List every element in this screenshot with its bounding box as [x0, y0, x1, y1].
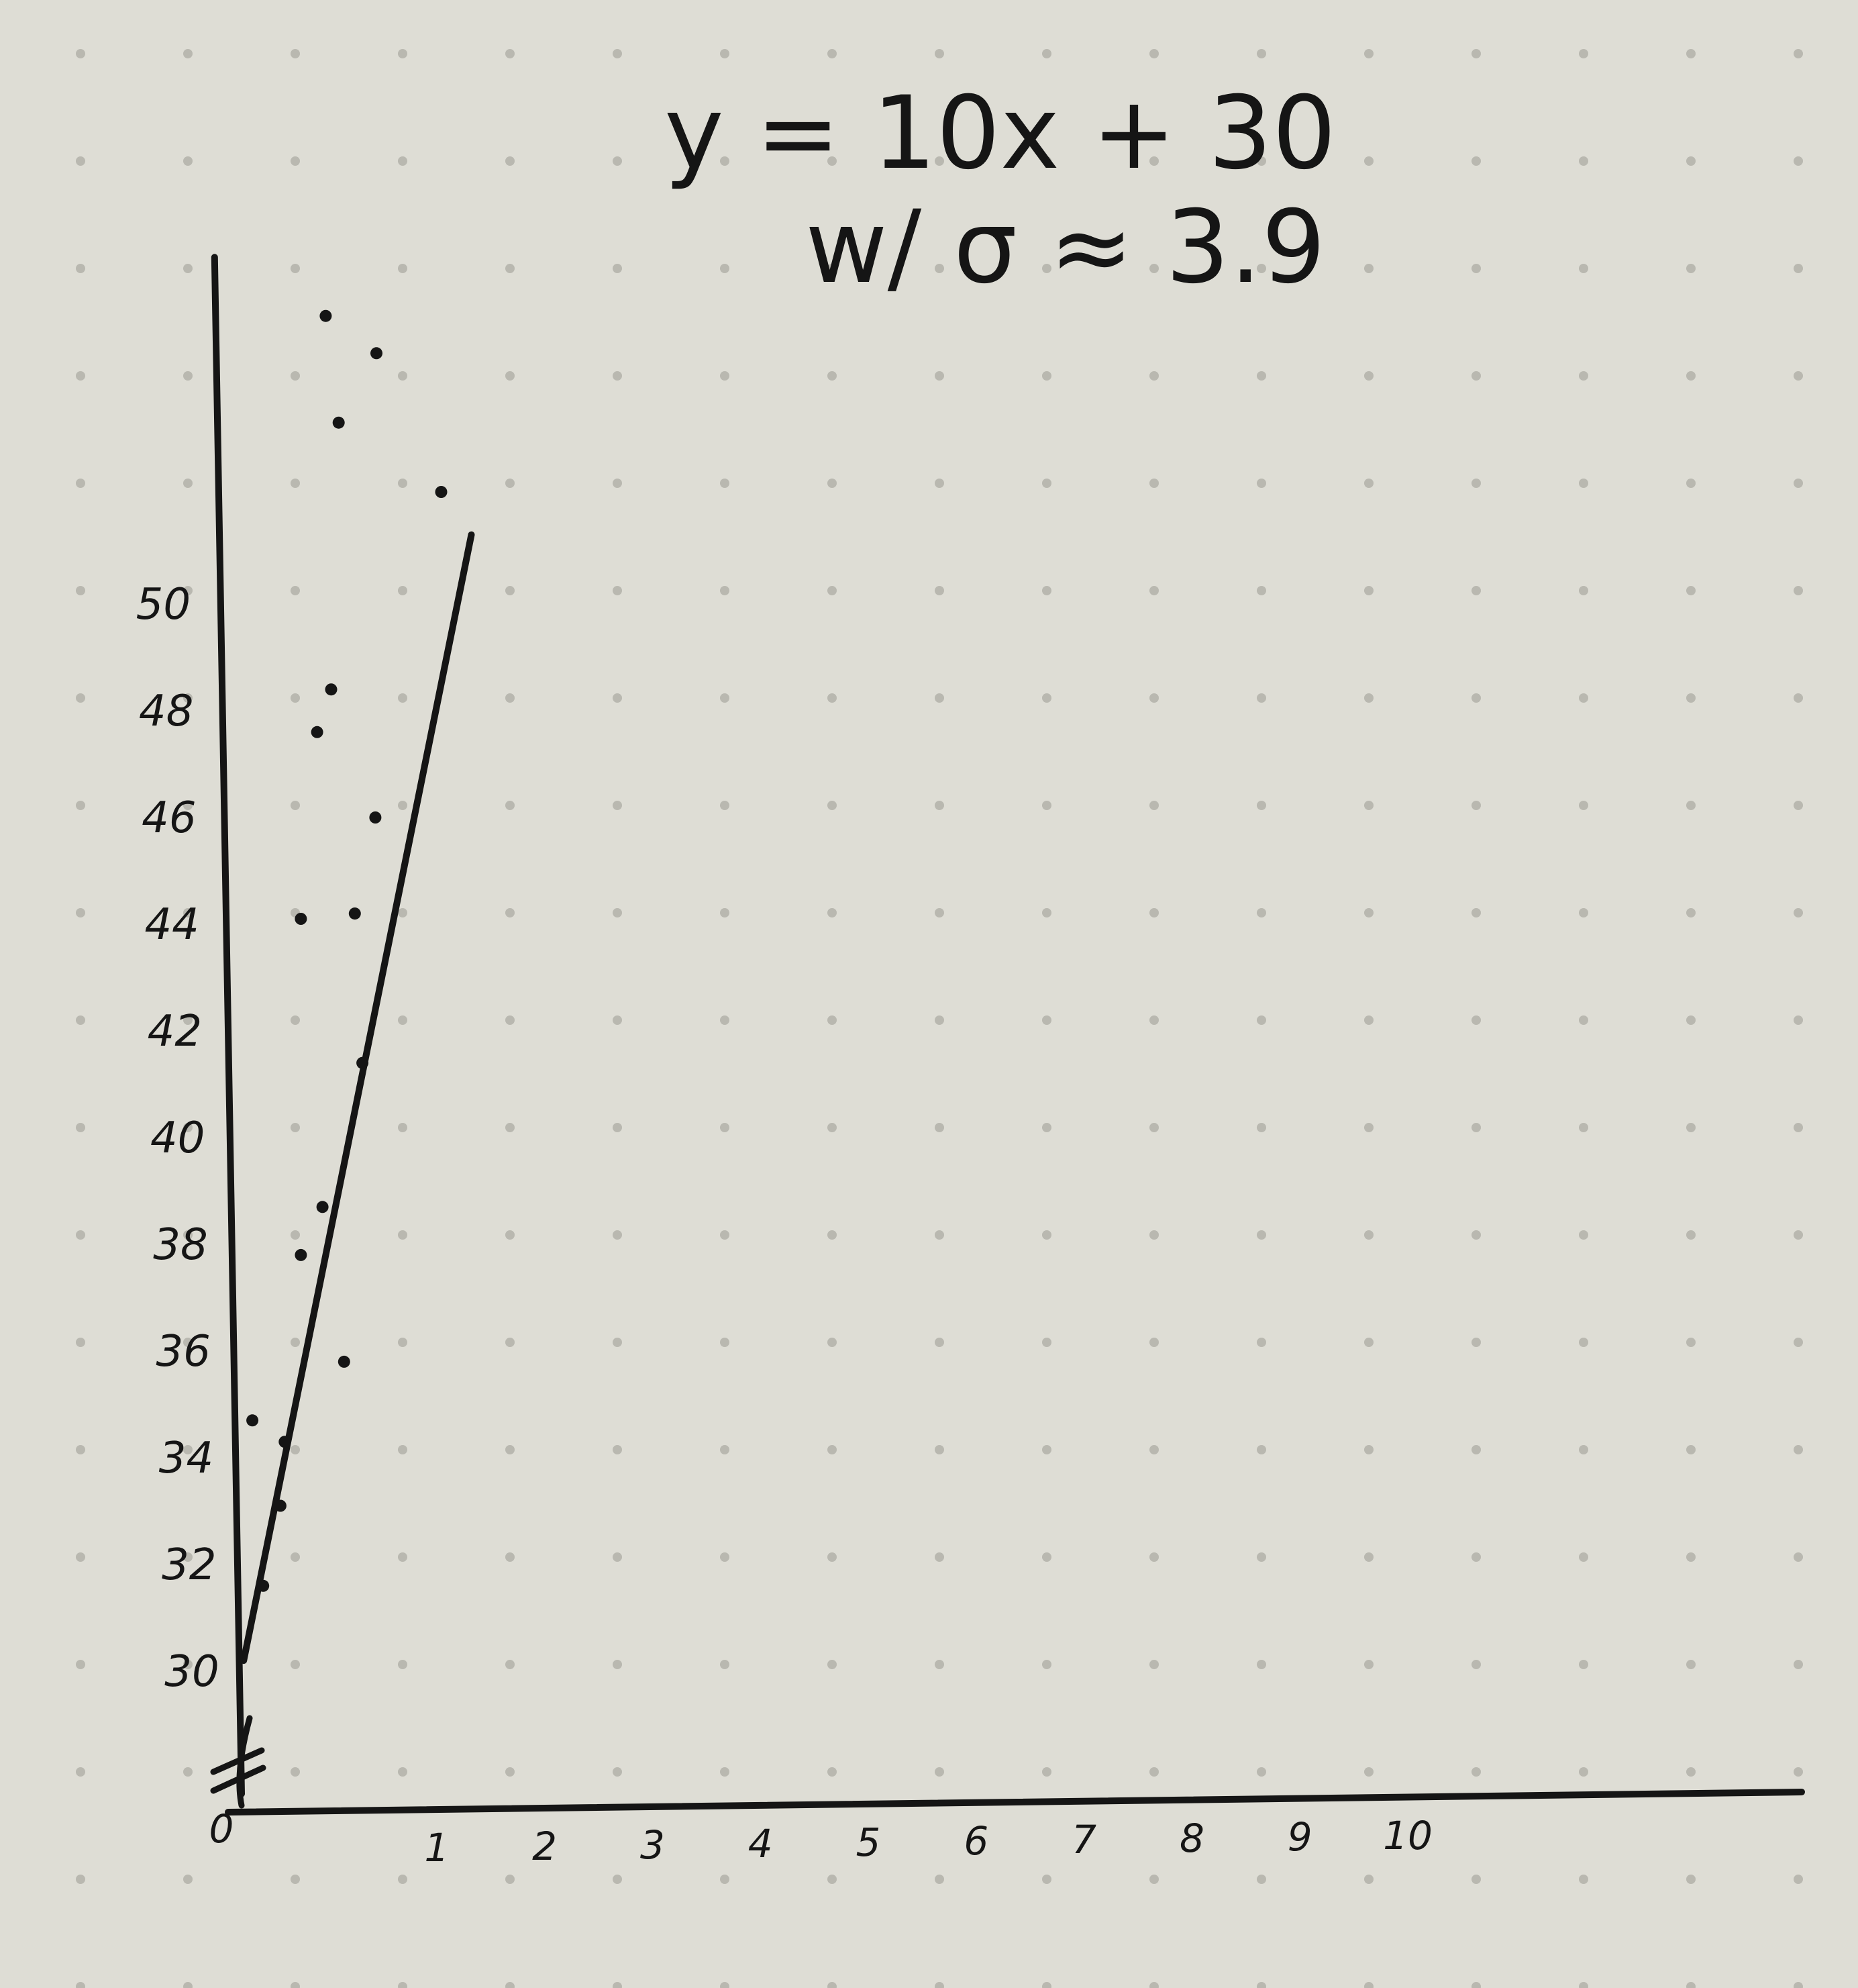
y-tick-label: 46: [142, 793, 196, 843]
sigma-text: w/ σ ≈ 3.9: [805, 189, 1326, 306]
x-tick-label: 10: [1383, 1813, 1433, 1858]
data-points: [246, 309, 448, 1592]
x-tick-label: 8: [1180, 1816, 1204, 1861]
data-point: [370, 347, 382, 360]
data-point: [274, 1499, 287, 1512]
y-tick-label: 40: [150, 1113, 205, 1163]
data-point: [278, 1436, 291, 1448]
vertical-axis-line: [211, 254, 245, 1797]
x-axis-line: [225, 1789, 1805, 1816]
y-tick-label: 50: [136, 580, 191, 630]
data-point: [435, 486, 448, 498]
data-point: [246, 1414, 259, 1427]
y-tick-label: 48: [139, 687, 193, 736]
x-tick-label: 7: [1072, 1817, 1096, 1862]
x-tick-label: 6: [964, 1818, 988, 1864]
data-point: [311, 726, 323, 738]
data-point: [316, 1201, 329, 1213]
y-tick-label: 38: [153, 1220, 207, 1270]
x-tick-label: 4: [748, 1821, 773, 1867]
data-point: [356, 1056, 369, 1069]
x-tick-label: 9: [1288, 1814, 1312, 1860]
y-tick-label: 42: [148, 1007, 202, 1056]
data-point: [295, 1248, 307, 1261]
y-tick-label: 34: [159, 1434, 213, 1483]
y-tick-labels: 30 32 34 36 38 40 42 44 46 48 50: [136, 580, 219, 1697]
fit-lines: [211, 254, 475, 1797]
x-tick-label: 1: [424, 1825, 449, 1871]
x-tick-labels: 0 1 2 3 4 5 6 7 8 9 10: [209, 1806, 1433, 1871]
equation-annotation: y = 10x + 30 w/ σ ≈ 3.9: [664, 75, 1336, 306]
x-tick-label: 2: [532, 1824, 557, 1869]
x-tick-label: 5: [856, 1820, 881, 1865]
data-point: [348, 907, 361, 920]
data-point: [332, 416, 345, 429]
y-tick-label: 30: [164, 1647, 219, 1697]
data-point: [338, 1355, 350, 1368]
data-point: [319, 309, 332, 322]
data-point: [369, 811, 382, 824]
data-point: [325, 683, 338, 696]
equation-text: y = 10x + 30: [664, 75, 1336, 192]
data-point: [257, 1579, 270, 1592]
x-tick-label: 3: [640, 1822, 665, 1868]
data-point: [295, 913, 307, 925]
y-tick-label: 32: [162, 1540, 216, 1590]
x-tick-label: 0: [209, 1806, 234, 1852]
y-tick-label: 44: [144, 900, 199, 950]
y-tick-label: 36: [156, 1327, 210, 1377]
regression-line: [240, 531, 475, 1664]
